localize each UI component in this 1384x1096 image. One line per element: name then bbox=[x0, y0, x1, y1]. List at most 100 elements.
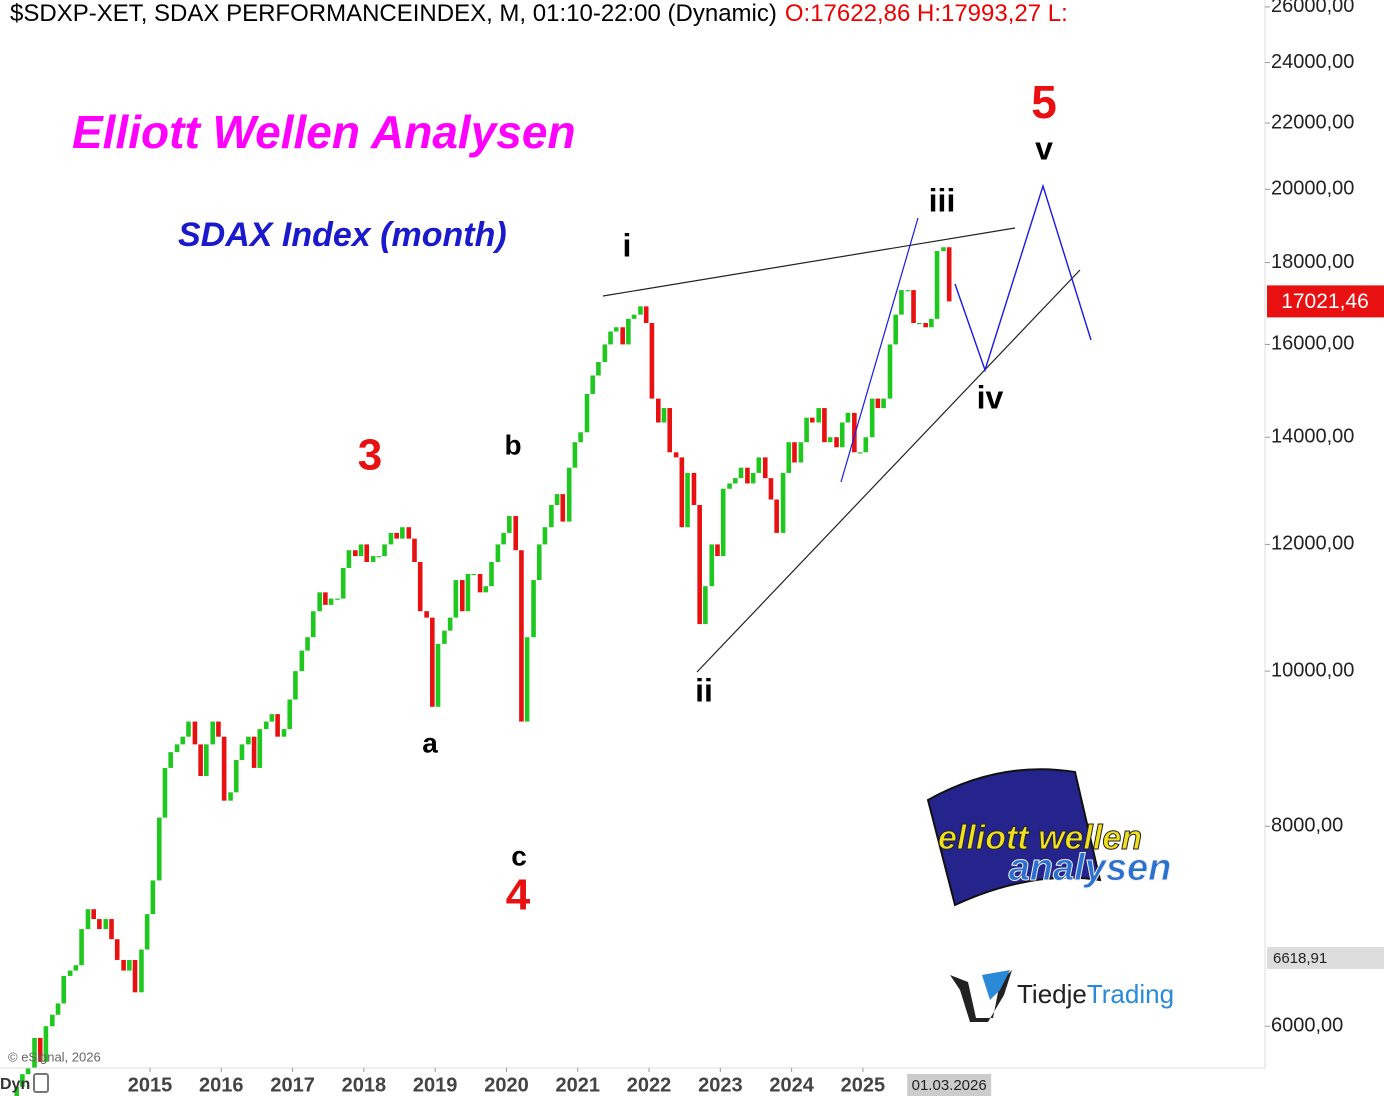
brand-icon bbox=[982, 970, 1010, 1000]
candle bbox=[893, 314, 899, 345]
lock-icon bbox=[33, 1073, 49, 1093]
candle bbox=[293, 671, 298, 700]
subtitle: SDAX Index (month) bbox=[178, 216, 507, 254]
y-tick-label: 22000,00 bbox=[1271, 111, 1354, 133]
candle bbox=[809, 417, 815, 423]
candle bbox=[239, 744, 245, 760]
wave-label: 3 bbox=[358, 431, 382, 480]
wave-label: iii bbox=[929, 182, 956, 218]
candle bbox=[916, 323, 922, 325]
candle bbox=[310, 611, 316, 638]
candle bbox=[839, 422, 845, 448]
candle bbox=[691, 472, 697, 505]
candle bbox=[602, 344, 608, 363]
candle bbox=[804, 417, 809, 443]
marker-price-box bbox=[1267, 946, 1384, 969]
candle bbox=[412, 538, 417, 562]
y-tick-label: 26000,00 bbox=[1271, 0, 1354, 17]
candle bbox=[524, 637, 530, 722]
x-tick-label: 2024 bbox=[769, 1074, 814, 1096]
candle bbox=[626, 318, 631, 345]
candle bbox=[899, 290, 904, 315]
candle bbox=[340, 567, 346, 599]
candle bbox=[198, 744, 203, 776]
candle bbox=[85, 909, 91, 930]
candle bbox=[727, 483, 732, 489]
candle bbox=[596, 362, 601, 376]
y-tick-label: 10000,00 bbox=[1271, 659, 1354, 681]
candle bbox=[816, 408, 822, 423]
candle bbox=[328, 598, 334, 605]
candle bbox=[661, 408, 667, 423]
candle bbox=[43, 1026, 49, 1062]
candle bbox=[346, 550, 352, 568]
wave-label: ii bbox=[695, 672, 713, 708]
candle bbox=[578, 432, 583, 443]
candle bbox=[834, 437, 839, 448]
x-tick-label: 2025 bbox=[841, 1074, 886, 1096]
y-tick-label: 18000,00 bbox=[1271, 251, 1354, 273]
candle bbox=[792, 442, 797, 463]
wave-label: iv bbox=[977, 379, 1004, 415]
candle bbox=[127, 959, 132, 971]
ohlc: O:17622,86 H:17993,27 L: bbox=[785, 0, 1068, 27]
x-tick-label: 2017 bbox=[270, 1074, 315, 1096]
candle bbox=[560, 494, 566, 522]
wave-label: v bbox=[1035, 130, 1053, 166]
y-tick-label: 8000,00 bbox=[1271, 815, 1343, 837]
candle bbox=[542, 527, 548, 545]
candle bbox=[620, 327, 625, 345]
candle bbox=[376, 556, 382, 558]
candle bbox=[335, 598, 340, 600]
x-tick-label: 2016 bbox=[199, 1074, 244, 1096]
candle bbox=[406, 527, 412, 539]
candle bbox=[305, 637, 310, 651]
logo: elliott wellen analysen bbox=[926, 768, 1172, 907]
candle bbox=[186, 721, 191, 737]
wave-label: 4 bbox=[506, 871, 531, 920]
wave-line bbox=[840, 217, 919, 483]
candle bbox=[643, 306, 649, 324]
candle bbox=[61, 975, 67, 1004]
candle bbox=[55, 1003, 61, 1015]
candle bbox=[97, 919, 102, 930]
candle bbox=[709, 544, 715, 587]
candle bbox=[638, 306, 643, 315]
candle bbox=[934, 251, 940, 319]
candle bbox=[144, 914, 150, 950]
last-price-box bbox=[1267, 285, 1384, 318]
candle bbox=[852, 412, 857, 453]
candle bbox=[536, 544, 542, 581]
candle bbox=[697, 504, 702, 625]
x-tick-label: 2019 bbox=[413, 1074, 458, 1096]
candle bbox=[139, 949, 144, 993]
candle bbox=[246, 736, 251, 745]
candle bbox=[483, 586, 489, 593]
candle bbox=[513, 516, 519, 551]
candle bbox=[382, 544, 387, 557]
price-axis bbox=[1265, 0, 1384, 1096]
candle bbox=[531, 580, 536, 638]
candle bbox=[20, 1074, 25, 1087]
candle bbox=[168, 752, 173, 768]
candle bbox=[549, 504, 554, 528]
copyright: © eSignal, 2026 bbox=[8, 1049, 101, 1064]
upper-trendline bbox=[602, 227, 1016, 297]
y-tick-label: 16000,00 bbox=[1271, 333, 1354, 355]
candle bbox=[667, 408, 673, 453]
candle bbox=[572, 442, 578, 468]
candle bbox=[519, 550, 524, 722]
candle bbox=[394, 532, 399, 539]
candle bbox=[703, 586, 708, 625]
candle bbox=[495, 544, 501, 562]
candle bbox=[590, 375, 596, 394]
candle bbox=[471, 573, 476, 576]
wave-label: i bbox=[623, 227, 632, 263]
candle bbox=[281, 729, 287, 737]
candle bbox=[424, 611, 429, 618]
candle bbox=[370, 556, 376, 562]
candle bbox=[114, 939, 120, 960]
candle bbox=[263, 721, 269, 730]
candle bbox=[507, 516, 512, 533]
